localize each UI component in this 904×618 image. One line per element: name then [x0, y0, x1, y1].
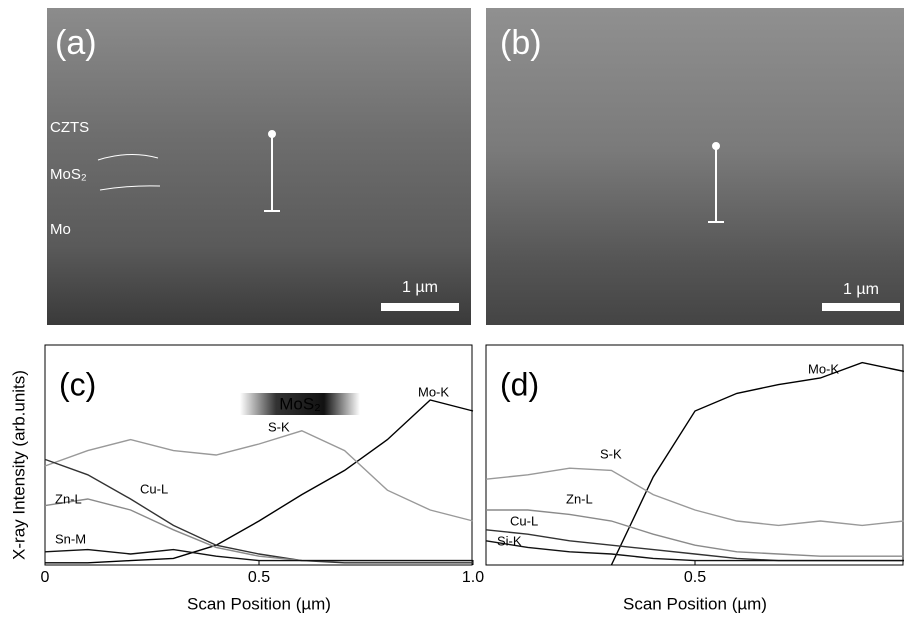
series-line — [486, 468, 904, 525]
panel-label: (d) — [500, 366, 539, 402]
layer-label: MoS₂ — [50, 166, 87, 183]
series-label: Mo-K — [808, 361, 839, 376]
layer-label: CZTS — [50, 119, 89, 136]
scale-bar — [822, 303, 900, 311]
panel-label: (c) — [59, 366, 96, 402]
series-line — [45, 550, 473, 561]
series-label: Sn-M — [55, 531, 86, 546]
series-line — [45, 459, 473, 562]
scale-label: 1 µm — [402, 279, 438, 296]
x-tick-label: 0.5 — [684, 569, 706, 586]
x-axis-label: Scan Position (µm) — [623, 594, 767, 613]
sem-image — [47, 8, 471, 325]
series-line — [486, 541, 904, 561]
figure: (a) CZTS MoS₂ Mo 1 µm (b) 1 µm X-ray Int… — [0, 0, 904, 618]
series-line — [45, 431, 473, 521]
series-label: Zn-L — [55, 491, 82, 506]
plot-frame — [486, 345, 903, 565]
panel-label: (b) — [500, 24, 542, 62]
series-label: Si-K — [497, 533, 522, 548]
series-label: Cu-L — [510, 513, 538, 528]
scale-label: 1 µm — [843, 281, 879, 298]
y-axis-label: X-ray Intensity (arb.units) — [9, 370, 28, 560]
series-label: Zn-L — [566, 491, 593, 506]
series-line — [45, 400, 473, 563]
annotation: MoS₂ — [279, 394, 321, 413]
sem-image — [486, 8, 904, 325]
panel-label: (a) — [55, 24, 97, 62]
series-label: S-K — [600, 446, 622, 461]
x-tick-label: 1.0 — [462, 569, 484, 586]
plot-frame — [45, 345, 472, 565]
x-axis-label: Scan Position (µm) — [187, 594, 331, 613]
scale-bar — [381, 303, 459, 311]
layer-label: Mo — [50, 221, 71, 238]
x-tick-label: 0.5 — [248, 569, 270, 586]
series-label: Mo-K — [418, 384, 449, 399]
x-tick-label: 0 — [41, 569, 50, 586]
series-label: Cu-L — [140, 481, 168, 496]
series-label: S-K — [268, 419, 290, 434]
